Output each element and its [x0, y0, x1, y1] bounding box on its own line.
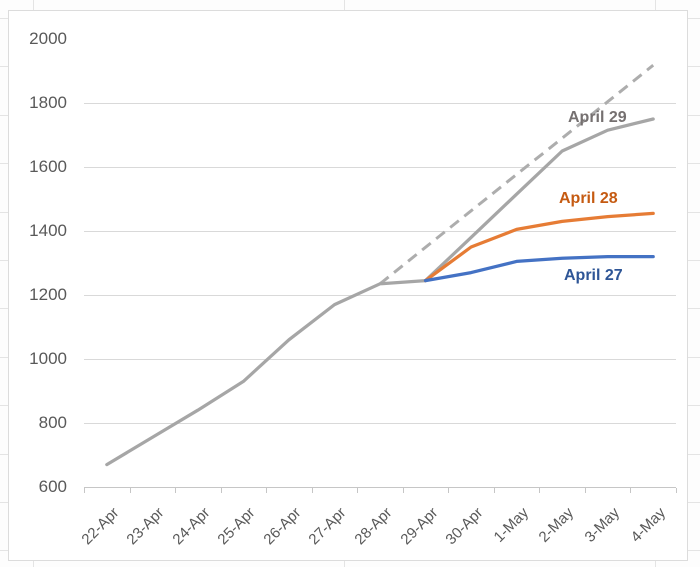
- x-axis-line: [84, 487, 676, 488]
- gridline-1400: [84, 231, 676, 232]
- series-label-april-27: April 27: [564, 267, 623, 284]
- chart-series-lines: [105, 64, 655, 467]
- series-line-linear-trend-dashed: [379, 64, 655, 285]
- x-axis-tick: [539, 488, 541, 493]
- x-axis-tick: [676, 488, 677, 493]
- gridline-1800: [84, 103, 676, 104]
- x-axis-tick: [311, 488, 313, 493]
- series-line-april-29-projection: [423, 117, 655, 283]
- y-tick-label: 800: [38, 413, 67, 432]
- x-axis-tick: [493, 488, 495, 493]
- series-label-april-29: April 29: [568, 109, 627, 126]
- x-axis-tick: [630, 488, 632, 493]
- x-axis-tick: [129, 488, 131, 493]
- gridline-1000: [84, 359, 676, 360]
- y-tick-label: 1200: [29, 285, 67, 304]
- series-line-actual-through-april-29: [105, 278, 428, 467]
- x-axis-tick: [402, 488, 404, 493]
- series-line-april-28-projection: [423, 211, 655, 283]
- gridline-1200: [84, 295, 676, 296]
- x-axis-tick: [448, 488, 450, 493]
- chart-object[interactable]: 600 800 1000 1200 1400 1600 1800 2000 22-Apr 23-…: [8, 10, 688, 561]
- series-line-april-27-projection: [423, 254, 655, 283]
- x-axis-tick: [84, 488, 85, 493]
- x-axis-tick: [266, 488, 268, 493]
- x-axis-tick: [357, 488, 359, 493]
- gridline-1600: [84, 167, 676, 168]
- series-label-april-28: April 28: [559, 190, 618, 207]
- x-axis-tick: [175, 488, 177, 493]
- y-tick-label: 1600: [29, 157, 67, 176]
- x-axis-tick: [584, 488, 586, 493]
- y-tick-label: 1800: [29, 93, 67, 112]
- y-tick-label: 600: [38, 477, 67, 496]
- y-tick-label: 1000: [29, 349, 67, 368]
- y-tick-label: 2000: [29, 29, 67, 48]
- x-axis-tick: [220, 488, 222, 493]
- gridline-800: [84, 423, 676, 424]
- y-tick-label: 1400: [29, 221, 67, 240]
